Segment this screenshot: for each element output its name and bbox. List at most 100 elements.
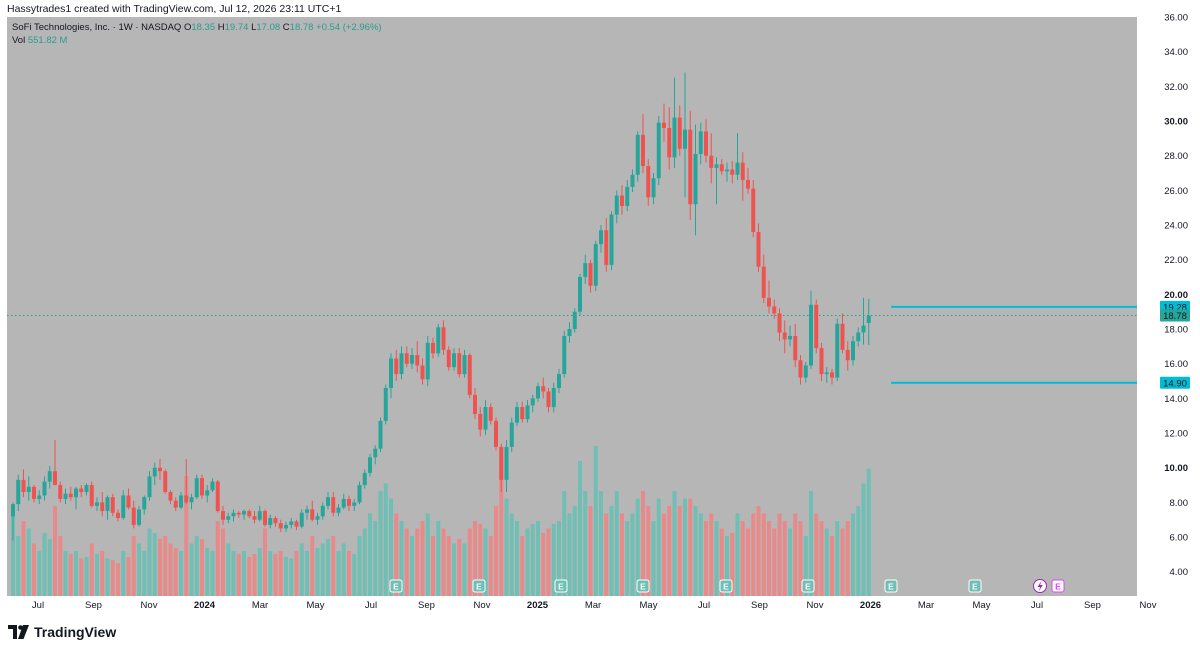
x-tick-label: Sep [751,600,768,611]
earnings-e-icon: E [719,579,733,593]
x-tick-label: Jul [698,600,710,611]
candle-body [793,335,798,361]
volume-bar [667,506,672,596]
volume-bar [58,536,63,596]
volume-bar [42,533,47,596]
volume-bar [89,543,94,596]
symbol-legend[interactable]: SoFi Technologies, Inc. · 1W · NASDAQ O1… [12,22,382,33]
earnings-marker-box [884,579,898,593]
volume-bar [746,528,750,596]
y-tick-label: 26.00 [1164,186,1188,197]
candle-body [630,174,635,187]
volume-bar [651,521,656,596]
candle-body [709,155,714,168]
volume-bar [121,551,126,596]
volume-bar [383,483,388,596]
volume-bar [341,543,346,596]
volume-bar [525,528,530,596]
candle-body [803,365,808,378]
volume-bar [431,536,435,596]
candle-body [851,341,855,361]
candle-body [116,512,120,518]
time-axis[interactable]: Jul Sep Nov 2024 Mar May Jul Sep Nov 2025 Mar May Ju… [32,600,1157,611]
candle-body [446,349,451,368]
volume-bar [541,533,546,596]
volume-bar [378,491,383,596]
horizontal-levels[interactable] [891,305,1137,384]
candle-body [546,391,551,408]
x-tick-label: Mar [252,600,268,611]
volume-bar [614,491,619,596]
candle-body [284,524,288,529]
candle-body [830,372,834,378]
candle-body [226,516,231,520]
candle-body [257,511,262,520]
volume-bar [557,521,561,596]
candle-body [614,195,619,215]
volume-bar [452,543,456,596]
candle-body [567,329,572,336]
volume-bar [688,498,693,596]
y-tick-label: 8.00 [1170,498,1189,509]
candle-body [572,311,577,330]
high-label: H [217,22,225,33]
close-value: 18.78 [289,22,314,33]
candle-body [378,420,383,449]
candle-body [588,263,593,286]
candle-body [336,507,341,513]
candle-body [425,342,430,380]
candle-body [58,485,63,499]
volume-bar [719,528,724,596]
volume-bar [798,521,803,596]
volume-bar [200,539,204,596]
earnings-marker-box [719,579,733,593]
volume-bar [110,560,115,596]
y-tick-label: 10.00 [1164,463,1188,474]
candle-body [63,493,68,499]
x-tick-label: Mar [918,600,934,611]
volume-bar [289,558,294,596]
volume-bar [756,506,761,596]
volume-bar [404,528,409,596]
candle-body [656,122,661,179]
price-axis[interactable]: 4.00 6.00 8.00 10.00 12.00 14.00 16.00 18.00 20.… [1164,13,1188,579]
candle-body [866,315,871,323]
candle-body [420,365,425,380]
candlesticks [11,72,871,541]
volume-bar [252,554,257,596]
earnings-marker-letter: E [888,582,894,592]
candle-body [646,166,651,198]
volume-bar [347,551,351,596]
volume-bar [609,506,614,596]
y-tick-label: 34.00 [1164,47,1188,58]
earnings-e-icon: E [554,579,568,593]
volume-bar [488,536,493,596]
candle-body [840,323,845,350]
candle-body [473,394,477,414]
x-tick-label: Nov [141,600,158,611]
candle-body [667,127,672,158]
volume-bars [11,446,871,596]
volume-bar [37,551,42,596]
candle-body [488,407,493,421]
volume-bar [536,521,540,596]
volume-legend[interactable]: Vol 551.82 M [12,35,67,46]
future-earnings-box [1051,579,1065,593]
volume-bar [578,461,582,596]
volume-bar [215,521,220,596]
earnings-e-icon: E [884,579,898,593]
volume-bar [26,528,31,596]
candle-body [457,353,462,375]
low-value: 17.08 [256,22,281,33]
volume-bar [95,554,99,596]
price-label-text: 18.78 [1163,311,1187,322]
volume-bar [793,513,798,596]
volume-bar [478,524,483,596]
volume-bar [84,557,89,596]
earnings-marker-letter: E [723,582,729,592]
volume-bar [47,539,52,596]
volume-bar [782,521,787,596]
candle-body [21,479,26,492]
